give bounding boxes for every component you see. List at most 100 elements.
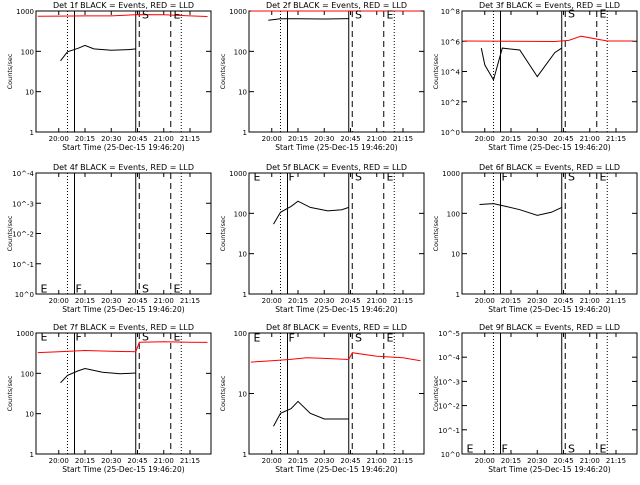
x-axis-label: Start Time (25-Dec-15 19:46:20)	[62, 143, 184, 152]
x-tick-label: 20:45	[127, 457, 147, 465]
x-tick-label: 20:00	[475, 297, 495, 305]
y-axis-label: Counts/sec	[6, 375, 14, 411]
x-tick-label: 21:00	[154, 297, 174, 305]
series-events-line	[480, 47, 563, 82]
x-tick-label: 21:15	[393, 297, 413, 305]
y-tick-label: 10^-4	[438, 354, 460, 362]
panel-det-5: Det 5f BLACK = Events, RED = LLD 20:00 20:…	[219, 163, 425, 314]
x-tick-label: 20:15	[288, 135, 308, 143]
y-tick-label: 10	[238, 89, 247, 97]
y-tick-label: 100	[234, 330, 247, 338]
y-tick-label: 10^-1	[12, 261, 34, 269]
x-tick-label: 20:15	[288, 297, 308, 305]
plot-frame	[461, 332, 638, 455]
x-tick-label: 21:15	[180, 457, 200, 465]
panel-title: Det 6f BLACK = Events, RED = LLD	[479, 163, 620, 172]
panel-det-6: Det 6f BLACK = Events, RED = LLD 20:00 20:…	[432, 163, 638, 314]
y-axis-label: Counts/sec	[6, 215, 14, 251]
x-tick-label: 20:00	[262, 457, 282, 465]
marker-label: S	[355, 331, 362, 344]
panel-title: Det 9f BLACK = Events, RED = LLD	[479, 323, 620, 332]
plot-frame	[248, 332, 425, 455]
y-tick-label: 10^-4	[12, 170, 34, 178]
marker-label: S	[568, 170, 575, 183]
x-tick-label: 21:00	[154, 135, 174, 143]
x-tick-label: 21:00	[367, 457, 387, 465]
marker-label: S	[142, 8, 149, 21]
y-tick-label: 1000	[16, 8, 34, 16]
x-axis-label: Start Time (25-Dec-15 19:46:20)	[275, 465, 397, 474]
panel-det-9: Det 9f BLACK = Events, RED = LLD 20:00 20:…	[432, 323, 638, 474]
y-tick-label: 10^0	[441, 129, 460, 137]
x-tick-label: 20:00	[475, 457, 495, 465]
panel-det-3: Det 3f BLACK = Events, RED = LLD 20:00 20:…	[432, 1, 638, 152]
x-tick-label: 21:15	[606, 457, 626, 465]
x-tick-label: 20:15	[501, 297, 521, 305]
series-events-line	[268, 18, 349, 21]
x-tick-label: 20:15	[288, 457, 308, 465]
y-tick-label: 10^6	[441, 38, 461, 46]
panel-det-1: Det 1f BLACK = Events, RED = LLD 20:00 20:…	[6, 1, 212, 152]
x-tick-label: 21:15	[606, 297, 626, 305]
x-tick-label: 20:00	[475, 135, 495, 143]
y-axis-label: Counts/sec	[432, 375, 440, 411]
panel-det-7: Det 7f BLACK = Events, RED = LLD 20:00 20:…	[6, 323, 212, 474]
x-tick-label: 21:15	[606, 135, 626, 143]
marker-label: E	[41, 330, 48, 343]
panel-title: Det 2f BLACK = Events, RED = LLD	[266, 1, 407, 10]
marker-label: E	[387, 331, 394, 344]
x-tick-label: 20:45	[127, 297, 147, 305]
y-tick-label: 10^4	[441, 69, 461, 77]
marker-label: S	[355, 8, 362, 21]
marker-label: E	[254, 331, 261, 344]
panel-det-4: Det 4f BLACK = Events, RED = LLD 20:00 20:…	[6, 163, 212, 314]
marker-label: E	[41, 282, 48, 295]
y-tick-label: 10^2	[441, 99, 460, 107]
panel-title: Det 4f BLACK = Events, RED = LLD	[53, 163, 194, 172]
y-tick-label: 10^-3	[12, 200, 34, 208]
plot-frame	[461, 172, 638, 295]
x-tick-label: 20:45	[127, 135, 147, 143]
x-tick-label: 20:30	[527, 297, 547, 305]
x-tick-label: 20:45	[553, 297, 573, 305]
x-tick-label: 20:00	[49, 457, 69, 465]
x-tick-label: 20:45	[340, 135, 360, 143]
x-axis-label: Start Time (25-Dec-15 19:46:20)	[488, 305, 610, 314]
x-tick-label: 21:15	[180, 297, 200, 305]
y-tick-label: 10	[238, 391, 247, 399]
marker-label: S	[142, 282, 149, 295]
x-tick-label: 20:15	[75, 297, 95, 305]
panel-title: Det 7f BLACK = Events, RED = LLD	[53, 323, 194, 332]
x-axis-label: Start Time (25-Dec-15 19:46:20)	[488, 143, 610, 152]
series-lld-line	[250, 352, 421, 363]
marker-label: E	[600, 8, 607, 21]
y-tick-label: 100	[21, 48, 34, 56]
y-tick-label: 10^-2	[12, 231, 34, 239]
x-tick-label: 20:15	[75, 135, 95, 143]
x-tick-label: 20:00	[262, 135, 282, 143]
series-events-line	[60, 367, 136, 384]
marker-label: E	[600, 442, 607, 455]
x-tick-label: 20:15	[75, 457, 95, 465]
y-tick-label: 100	[234, 210, 247, 218]
marker-label: F	[502, 442, 508, 455]
panel-title: Det 1f BLACK = Events, RED = LLD	[53, 1, 194, 10]
marker-label: F	[289, 331, 295, 344]
x-tick-label: 20:15	[501, 457, 521, 465]
plot-frame	[35, 332, 212, 455]
y-axis-label: Counts/sec	[432, 53, 440, 89]
x-tick-label: 20:45	[553, 457, 573, 465]
y-tick-label: 10^0	[15, 291, 34, 299]
x-tick-label: 20:30	[314, 135, 334, 143]
y-tick-label: 10^8	[441, 8, 460, 16]
x-axis-label: Start Time (25-Dec-15 19:46:20)	[488, 465, 610, 474]
series-events-line	[479, 203, 563, 216]
series-lld-line	[37, 341, 208, 354]
y-tick-label: 10^0	[441, 451, 460, 459]
x-tick-label: 20:00	[49, 135, 69, 143]
x-tick-label: 20:00	[49, 297, 69, 305]
marker-label: S	[355, 170, 362, 183]
plot-frame	[35, 172, 212, 295]
y-tick-label: 1000	[229, 170, 247, 178]
